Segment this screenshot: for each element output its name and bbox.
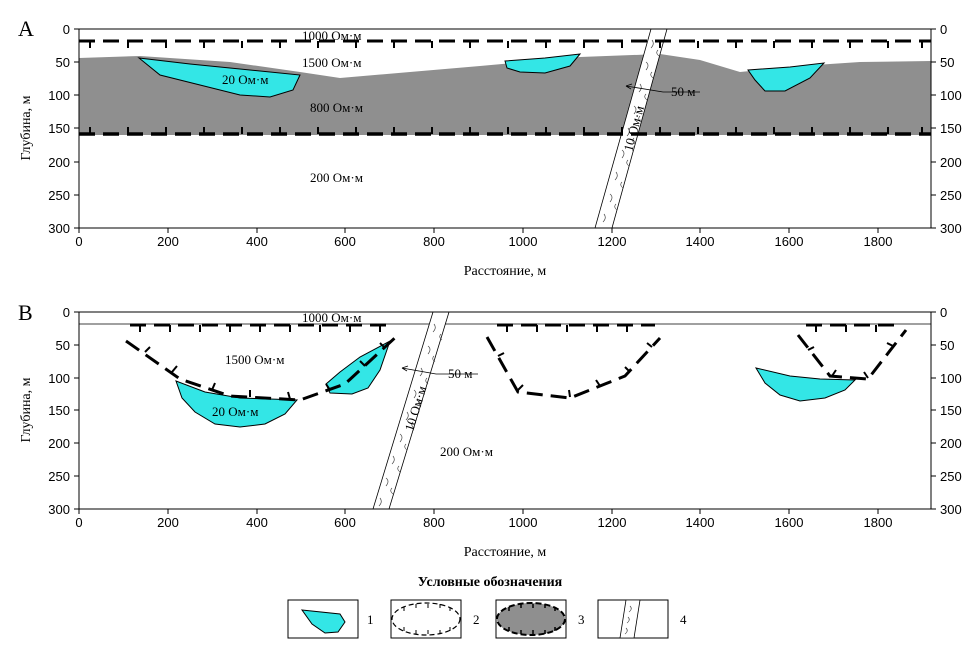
panel-a-label-200: 200 Ом·м	[310, 170, 363, 185]
panel-a-label-800: 800 Ом·м	[310, 100, 363, 115]
panel-a-axes	[74, 28, 936, 233]
panel-a-x-tick: 1400	[686, 234, 715, 249]
panel-b-width-indicator	[401, 365, 478, 375]
panel-a-x-tick: 1800	[864, 234, 893, 249]
panel-a-y-tick: 150	[48, 121, 70, 136]
panel-b-y-tick: 300	[48, 502, 70, 517]
panel-b-x-tick: 0	[75, 515, 82, 530]
panel-b-y-tick: 250	[48, 469, 70, 484]
legend-number-2: 2	[473, 612, 480, 627]
panel-a-x-tick: 400	[246, 234, 268, 249]
cyan-lens-icon	[287, 599, 359, 639]
panel-b-x-tick: 1800	[864, 515, 893, 530]
legend-number-3: 3	[578, 612, 585, 627]
panel-b-y-tick-right: 0	[940, 305, 947, 320]
panel-a-x-tick: 600	[334, 234, 356, 249]
panel-b-fault-zone	[372, 312, 450, 509]
panel-a-lens-1	[137, 57, 301, 98]
panel-b-y-tick-right: 250	[940, 469, 962, 484]
panel-a-label-20: 20 Ом·м	[222, 72, 268, 87]
panel-a-lens-2	[504, 53, 582, 74]
panel-b-trough-ticks	[139, 325, 894, 400]
panel-a-y-tick: 300	[48, 221, 70, 236]
panel-b-axes	[74, 311, 936, 514]
legend: Условные обозначения 1 2 3 4	[287, 575, 687, 639]
panel-a-x-tick: 1000	[509, 234, 538, 249]
panel-b-label-width: 50 м	[448, 366, 472, 381]
panel-a-y-tick-right: 200	[940, 155, 962, 170]
panel-a-letter: A	[18, 16, 34, 41]
panel-a-y-tick: 100	[48, 88, 70, 103]
panel-b-y-tick: 150	[48, 403, 70, 418]
panel-a-x-tick: 800	[423, 234, 445, 249]
panel-a-y-tick-right: 250	[940, 188, 962, 203]
panel-b-lens-3	[754, 367, 857, 402]
panel-b-lens-2	[325, 339, 391, 395]
panel-b-y-tick-right: 100	[940, 371, 962, 386]
panel-b-label-20: 20 Ом·м	[212, 404, 258, 419]
panel-a-fault-zone	[594, 29, 668, 228]
panel-a-y-tick-right: 50	[940, 55, 954, 70]
panel-b-x-tick: 1000	[509, 515, 538, 530]
legend-title: Условные обозначения	[418, 575, 563, 590]
panel-b: B	[18, 300, 962, 560]
dashed-boundary-gray-icon	[495, 599, 567, 639]
panel-b-y-tick-right: 200	[940, 436, 962, 451]
panel-b-x-tick: 400	[246, 515, 268, 530]
panel-a-y-tick-right: 100	[940, 88, 962, 103]
panel-b-y-tick-right: 300	[940, 502, 962, 517]
panel-b-y-tick: 50	[56, 338, 70, 353]
panel-a-lens-3	[747, 62, 826, 92]
legend-number-1: 1	[367, 612, 374, 627]
panel-a-width-indicator	[625, 83, 700, 93]
panel-a-y-tick: 50	[56, 55, 70, 70]
panel-a: A 1000 Ом·м	[18, 16, 962, 279]
panel-a-label-1500: 1500 Ом·м	[302, 55, 361, 70]
panel-b-y-tick-right: 50	[940, 338, 954, 353]
panel-b-x-tick: 1600	[775, 515, 804, 530]
panel-b-x-tick: 1200	[598, 515, 627, 530]
panel-b-label-200: 200 Ом·м	[440, 444, 493, 459]
panel-a-x-tick: 0	[75, 234, 82, 249]
panel-a-y-tick: 250	[48, 188, 70, 203]
panel-b-x-tick: 600	[334, 515, 356, 530]
panel-a-y-tick-right: 150	[940, 121, 962, 136]
panel-b-x-tick: 200	[157, 515, 179, 530]
panel-a-x-tick: 1600	[775, 234, 804, 249]
fault-zone-icon	[597, 599, 669, 639]
panel-a-y-axis-label: Глубина, м	[19, 95, 34, 160]
panel-b-label-1000: 1000 Ом·м	[302, 310, 361, 325]
panel-b-x-axis-label: Расстояние, м	[464, 545, 547, 560]
panel-a-x-tick: 1200	[598, 234, 627, 249]
panel-b-x-tick: 1400	[686, 515, 715, 530]
panel-a-label-1000: 1000 Ом·м	[302, 28, 361, 43]
panel-a-y-tick-right: 0	[940, 22, 947, 37]
panel-a-bottom-boundary-ticks	[89, 127, 923, 134]
panel-a-label-width: 50 м	[671, 84, 695, 99]
panel-b-letter: B	[18, 300, 33, 325]
panel-b-x-tick: 800	[423, 515, 445, 530]
panel-b-label-1500: 1500 Ом·м	[225, 352, 284, 367]
panel-a-y-tick-right: 300	[940, 221, 962, 236]
panel-a-y-tick: 0	[63, 22, 70, 37]
panel-a-y-tick: 200	[48, 155, 70, 170]
panel-b-y-tick-right: 150	[940, 403, 962, 418]
panel-a-x-tick: 200	[157, 234, 179, 249]
panel-a-x-axis-label: Расстояние, м	[464, 264, 547, 279]
panel-b-y-axis-label: Глубина, м	[19, 377, 34, 442]
panel-b-y-tick: 200	[48, 436, 70, 451]
panel-a-top-boundary-ticks	[89, 41, 923, 48]
dashed-boundary-white-icon	[390, 599, 462, 639]
panel-b-y-tick: 0	[63, 305, 70, 320]
panel-b-y-tick: 100	[48, 371, 70, 386]
legend-number-4: 4	[680, 612, 687, 627]
